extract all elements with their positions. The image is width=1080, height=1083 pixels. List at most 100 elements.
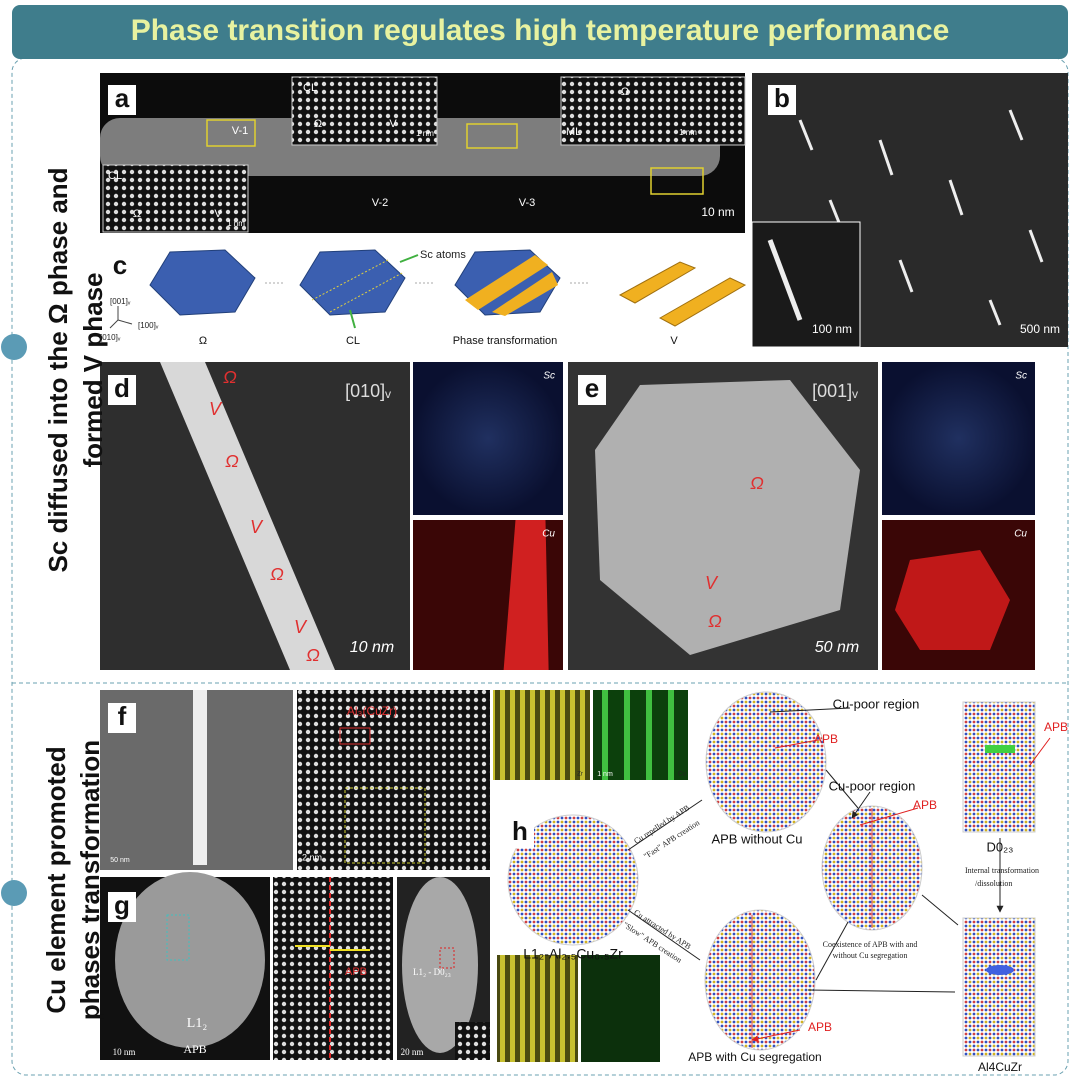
label: L1₂-Al₂.₅Cu₀.₅Zr bbox=[523, 946, 623, 962]
label: Ω bbox=[133, 208, 141, 220]
label: ML bbox=[566, 126, 581, 138]
label: 10 nm bbox=[350, 639, 394, 656]
label: 1 nm bbox=[227, 219, 245, 228]
label: V bbox=[250, 517, 264, 537]
bullet bbox=[1, 334, 27, 360]
label: Sc atoms bbox=[420, 249, 466, 261]
image bbox=[273, 877, 393, 1060]
label: Ω bbox=[314, 118, 322, 130]
label: V-2 bbox=[372, 197, 389, 209]
label: [010]ᵥ bbox=[345, 381, 391, 401]
inset bbox=[455, 1022, 490, 1060]
label: Sc bbox=[543, 371, 555, 382]
label: 1 nm bbox=[679, 128, 697, 137]
label: Sc bbox=[1015, 371, 1027, 382]
precipitate bbox=[160, 362, 335, 670]
label: [001]ᵥ bbox=[110, 297, 131, 306]
label: Cu bbox=[1014, 529, 1027, 540]
letter-bg bbox=[106, 252, 134, 282]
map bbox=[593, 690, 688, 780]
label: 1 nm bbox=[597, 771, 613, 778]
label: 10 nm bbox=[701, 205, 734, 219]
panel-letter: f bbox=[118, 701, 127, 731]
map bbox=[882, 362, 1035, 515]
letter-bg bbox=[108, 892, 136, 922]
label: Cu repelled by APB bbox=[632, 803, 691, 846]
label: APB bbox=[183, 1042, 206, 1056]
label: APB bbox=[1044, 720, 1068, 734]
label: APB without Cu bbox=[711, 831, 802, 846]
panel-letter: d bbox=[114, 373, 130, 403]
precipitate bbox=[767, 239, 803, 321]
label: V-3 bbox=[519, 197, 536, 209]
label: Ω bbox=[621, 86, 629, 98]
label: Ω bbox=[270, 564, 284, 584]
label: Cu bbox=[678, 772, 686, 778]
map bbox=[895, 550, 1010, 650]
label: Al4CuZr bbox=[978, 1060, 1022, 1074]
label: APB bbox=[814, 732, 838, 746]
label: [001]ᵥ bbox=[812, 381, 858, 401]
label: V bbox=[294, 617, 308, 637]
label: "Fast" APB creation bbox=[642, 818, 701, 861]
panel-letter: a bbox=[115, 83, 130, 113]
label: 20 nm bbox=[401, 1047, 424, 1057]
inset bbox=[102, 164, 249, 233]
label: 100 nm bbox=[812, 322, 852, 336]
label: without Cu segregation bbox=[833, 951, 908, 960]
schematic bbox=[109, 249, 747, 329]
label: Coexistence of APB with and bbox=[823, 940, 918, 949]
bullet bbox=[1, 880, 27, 906]
letter-bg bbox=[768, 85, 796, 115]
letter-bg bbox=[108, 703, 136, 733]
panel-letter: b bbox=[774, 83, 790, 113]
layout bbox=[1, 5, 1069, 1076]
marker bbox=[344, 787, 426, 864]
marker bbox=[166, 914, 190, 961]
precipitate bbox=[402, 877, 478, 1053]
panel-letter: e bbox=[585, 373, 599, 403]
label: APB bbox=[808, 1020, 832, 1034]
marker bbox=[439, 947, 455, 969]
label: APB bbox=[345, 966, 367, 978]
label: L1₂ bbox=[187, 1016, 208, 1031]
image bbox=[297, 690, 490, 870]
label: 50 nm bbox=[110, 857, 130, 864]
marker bbox=[295, 945, 370, 951]
label: Ω bbox=[199, 335, 207, 347]
label: Internal transformation bbox=[965, 866, 1039, 875]
label: Ω bbox=[225, 451, 239, 471]
label: Cu bbox=[542, 529, 555, 540]
diagram bbox=[497, 691, 1051, 1062]
precipitate bbox=[115, 872, 265, 1048]
map bbox=[413, 362, 563, 515]
header-bar bbox=[12, 5, 1068, 59]
markers bbox=[206, 119, 704, 195]
label: Al₃(CuZr) bbox=[347, 704, 397, 718]
letter-bg bbox=[108, 375, 136, 405]
precipitate bbox=[595, 380, 860, 655]
precipitates bbox=[798, 109, 1044, 326]
letter-bg bbox=[578, 375, 606, 405]
label: V bbox=[389, 118, 397, 130]
label: V-1 bbox=[232, 125, 249, 137]
label: CL bbox=[346, 335, 360, 347]
label: Zr bbox=[577, 772, 583, 778]
inset bbox=[291, 76, 438, 146]
label: Phase transformation bbox=[453, 335, 558, 347]
precipitate bbox=[193, 690, 207, 865]
section-label: Sc diffused into the Ω phase and bbox=[43, 167, 73, 572]
label: 10 nm bbox=[113, 1047, 136, 1057]
section-label: Cu element promoted bbox=[41, 746, 71, 1013]
panel-letter: h bbox=[512, 816, 528, 846]
map bbox=[503, 520, 549, 670]
letter-bg bbox=[108, 85, 136, 115]
label: Cu-poor region bbox=[829, 778, 916, 793]
label: V bbox=[214, 208, 222, 220]
label: Ω bbox=[708, 611, 722, 631]
label: V bbox=[209, 399, 223, 419]
inset bbox=[560, 76, 746, 146]
label: CL bbox=[108, 170, 122, 182]
label: V bbox=[670, 335, 678, 347]
letter-bg bbox=[506, 818, 534, 848]
